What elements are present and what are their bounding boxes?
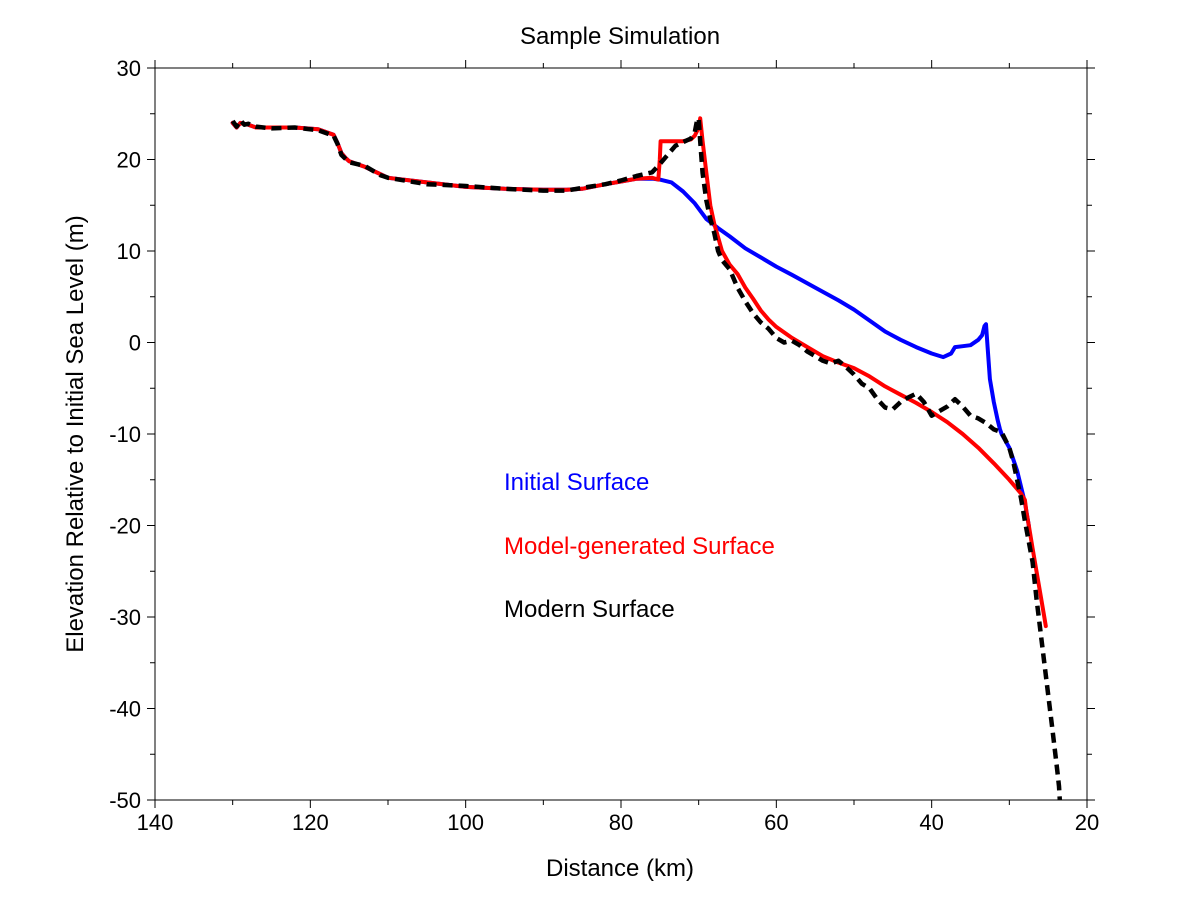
y-tick-label: -30 xyxy=(109,605,141,630)
y-tick-label: -20 xyxy=(109,514,141,539)
x-tick-label: 60 xyxy=(764,810,788,835)
x-tick-label: 140 xyxy=(137,810,174,835)
y-tick-label: 30 xyxy=(117,56,141,81)
legend-model-generated-surface: Model-generated Surface xyxy=(504,533,775,560)
x-tick-label: 100 xyxy=(447,810,484,835)
legend-initial-surface: Initial Surface xyxy=(504,469,649,496)
y-tick-label: -40 xyxy=(109,697,141,722)
chart-title: Sample Simulation xyxy=(520,23,720,50)
y-tick-label: 10 xyxy=(117,239,141,264)
x-axis-title: Distance (km) xyxy=(546,855,694,882)
y-axis-title: Elevation Relative to Initial Sea Level … xyxy=(62,215,89,653)
y-tick-label: -10 xyxy=(109,422,141,447)
x-tick-label: 20 xyxy=(1075,810,1099,835)
legend: Initial Surface Model-generated Surface … xyxy=(504,469,775,623)
y-tick-label: -50 xyxy=(109,788,141,813)
series-modern-surface xyxy=(230,116,1063,801)
x-tick-label: 120 xyxy=(292,810,329,835)
x-tick-label: 40 xyxy=(919,810,943,835)
legend-modern-surface: Modern Surface xyxy=(504,596,675,623)
series-layer xyxy=(230,116,1063,801)
y-tick-label: 20 xyxy=(117,148,141,173)
plot-frame xyxy=(154,67,1088,801)
series-initial-surface xyxy=(230,120,1031,528)
x-tick-label: 80 xyxy=(609,810,633,835)
y-tick-label: 0 xyxy=(129,331,141,356)
series-model-generated-surface xyxy=(230,116,1048,629)
